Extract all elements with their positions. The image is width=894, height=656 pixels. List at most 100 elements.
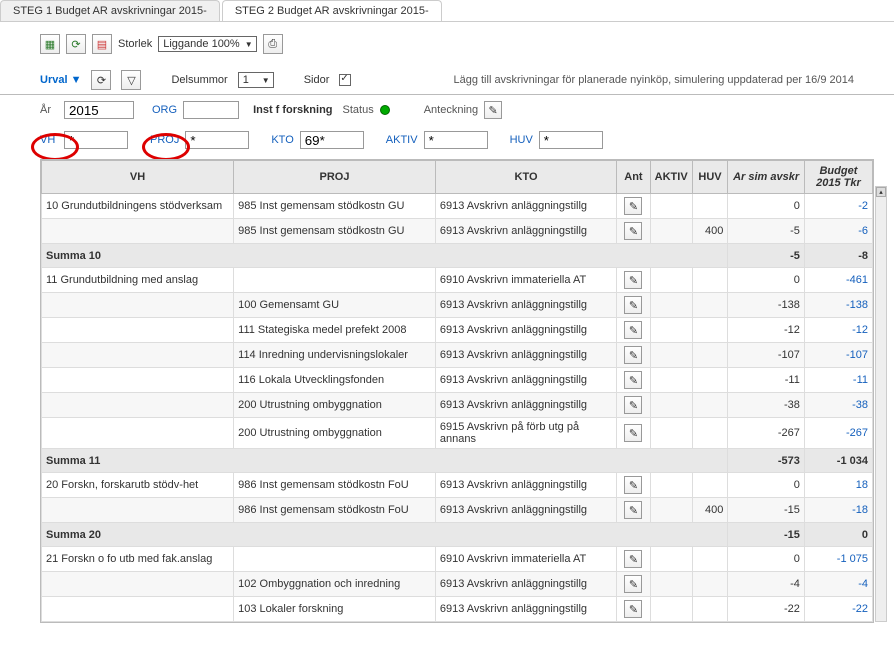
table-row: 100 Gemensamt GU6913 Avskrivn anläggning… xyxy=(42,293,873,318)
proj-input[interactable] xyxy=(185,131,249,149)
scrollbar[interactable]: ▴ xyxy=(875,186,887,622)
cell-vh xyxy=(42,393,234,418)
pdf-icon[interactable]: ▤ xyxy=(92,34,112,54)
cell-avskr: -138 xyxy=(728,293,805,318)
cell-vh: 20 Forskn, forskarutb stödv-het xyxy=(42,473,234,498)
cell-budget[interactable]: -4 xyxy=(804,572,872,597)
table-row: 20 Forskn, forskarutb stödv-het986 Inst … xyxy=(42,473,873,498)
cell-budget[interactable]: -138 xyxy=(804,293,872,318)
cell-huv xyxy=(692,318,728,343)
sidor-checkbox[interactable] xyxy=(339,74,351,86)
edit-icon[interactable]: ✎ xyxy=(624,396,642,414)
cell-budget[interactable]: -461 xyxy=(804,268,872,293)
cell-ant: ✎ xyxy=(617,219,650,244)
cell-budget[interactable]: -1 075 xyxy=(804,547,872,572)
sum-budget: -8 xyxy=(804,244,872,268)
edit-icon[interactable]: ✎ xyxy=(624,321,642,339)
edit-icon[interactable]: ✎ xyxy=(624,424,642,442)
cell-aktiv xyxy=(650,597,692,622)
cell-proj: 114 Inredning undervisningslokaler xyxy=(234,343,436,368)
cell-proj: 200 Utrustning ombyggnation xyxy=(234,393,436,418)
huv-label[interactable]: HUV xyxy=(510,134,533,146)
edit-icon[interactable]: ✎ xyxy=(624,550,642,568)
edit-icon[interactable]: ✎ xyxy=(624,501,642,519)
edit-icon[interactable]: ✎ xyxy=(624,271,642,289)
table-row: Summa 20-150 xyxy=(42,523,873,547)
col-aktiv[interactable]: AKTIV xyxy=(650,161,692,194)
reload-icon[interactable]: ⟳ xyxy=(66,34,86,54)
org-label[interactable]: ORG xyxy=(152,104,177,116)
col-huv[interactable]: HUV xyxy=(692,161,728,194)
edit-icon[interactable]: ✎ xyxy=(624,575,642,593)
cell-avskr: -12 xyxy=(728,318,805,343)
col-budget[interactable]: Budget2015 Tkr xyxy=(804,161,872,194)
col-avskr[interactable]: Ar sim avskr xyxy=(728,161,805,194)
cell-budget[interactable]: -22 xyxy=(804,597,872,622)
aktiv-input[interactable] xyxy=(424,131,488,149)
edit-icon[interactable]: ✎ xyxy=(624,371,642,389)
edit-icon[interactable]: ✎ xyxy=(624,600,642,618)
cell-budget[interactable]: -18 xyxy=(804,498,872,523)
cell-huv xyxy=(692,393,728,418)
scroll-up-icon[interactable]: ▴ xyxy=(876,187,886,197)
inst-label: Inst f forskning xyxy=(253,104,332,116)
cell-proj xyxy=(234,547,436,572)
edit-icon[interactable]: ✎ xyxy=(624,222,642,240)
cell-kto: 6910 Avskrivn immateriella AT xyxy=(435,547,616,572)
cell-budget[interactable]: -11 xyxy=(804,368,872,393)
storlek-select[interactable]: Liggande 100% xyxy=(158,36,256,52)
cell-aktiv xyxy=(650,343,692,368)
edit-icon[interactable]: ✎ xyxy=(624,476,642,494)
aktiv-label[interactable]: AKTIV xyxy=(386,134,418,146)
ar-input[interactable] xyxy=(64,101,134,119)
filter-icon[interactable]: ▽ xyxy=(121,70,141,90)
col-ant[interactable]: Ant xyxy=(617,161,650,194)
cell-kto: 6913 Avskrivn anläggningstillg xyxy=(435,498,616,523)
vh-label[interactable]: VH xyxy=(40,134,58,146)
print-icon[interactable]: ⎙ xyxy=(263,34,283,54)
edit-icon[interactable]: ✎ xyxy=(624,197,642,215)
cell-budget[interactable]: -12 xyxy=(804,318,872,343)
cell-budget[interactable]: 18 xyxy=(804,473,872,498)
cell-budget[interactable]: -2 xyxy=(804,194,872,219)
cell-budget[interactable]: -6 xyxy=(804,219,872,244)
urval-dropdown[interactable]: Urval ▼ xyxy=(40,74,81,86)
edit-icon[interactable]: ✎ xyxy=(624,296,642,314)
org-input[interactable] xyxy=(183,101,239,119)
cell-kto: 6913 Avskrivn anläggningstillg xyxy=(435,473,616,498)
refresh-icon[interactable]: ⟳ xyxy=(91,70,111,90)
proj-label[interactable]: PROJ xyxy=(150,134,179,146)
vh-input[interactable] xyxy=(64,131,128,149)
cell-aktiv xyxy=(650,318,692,343)
cell-aktiv xyxy=(650,473,692,498)
tab-steg2[interactable]: STEG 2 Budget AR avskrivningar 2015- xyxy=(222,0,442,21)
cell-budget[interactable]: -107 xyxy=(804,343,872,368)
tab-steg1[interactable]: STEG 1 Budget AR avskrivningar 2015- xyxy=(0,0,220,21)
huv-input[interactable] xyxy=(539,131,603,149)
cell-ant: ✎ xyxy=(617,393,650,418)
cell-ant: ✎ xyxy=(617,418,650,449)
cell-avskr: -11 xyxy=(728,368,805,393)
cell-huv xyxy=(692,268,728,293)
excel-icon[interactable]: ▦ xyxy=(40,34,60,54)
table-row: Summa 10-5-8 xyxy=(42,244,873,268)
table-row: 200 Utrustning ombyggnation6915 Avskrivn… xyxy=(42,418,873,449)
col-kto[interactable]: KTO xyxy=(435,161,616,194)
col-proj[interactable]: PROJ xyxy=(234,161,436,194)
cell-aktiv xyxy=(650,194,692,219)
anteckning-edit-icon[interactable]: ✎ xyxy=(484,101,502,119)
cell-proj: 200 Utrustning ombyggnation xyxy=(234,418,436,449)
col-vh[interactable]: VH xyxy=(42,161,234,194)
cell-budget[interactable]: -267 xyxy=(804,418,872,449)
cell-ant: ✎ xyxy=(617,268,650,293)
cell-huv xyxy=(692,547,728,572)
delsummor-select[interactable]: 1 xyxy=(238,72,274,88)
cell-proj: 116 Lokala Utvecklingsfonden xyxy=(234,368,436,393)
kto-input[interactable] xyxy=(300,131,364,149)
kto-label[interactable]: KTO xyxy=(271,134,293,146)
cell-kto: 6913 Avskrivn anläggningstillg xyxy=(435,393,616,418)
cell-budget[interactable]: -38 xyxy=(804,393,872,418)
cell-aktiv xyxy=(650,268,692,293)
cell-proj: 986 Inst gemensam stödkostn FoU xyxy=(234,473,436,498)
edit-icon[interactable]: ✎ xyxy=(624,346,642,364)
